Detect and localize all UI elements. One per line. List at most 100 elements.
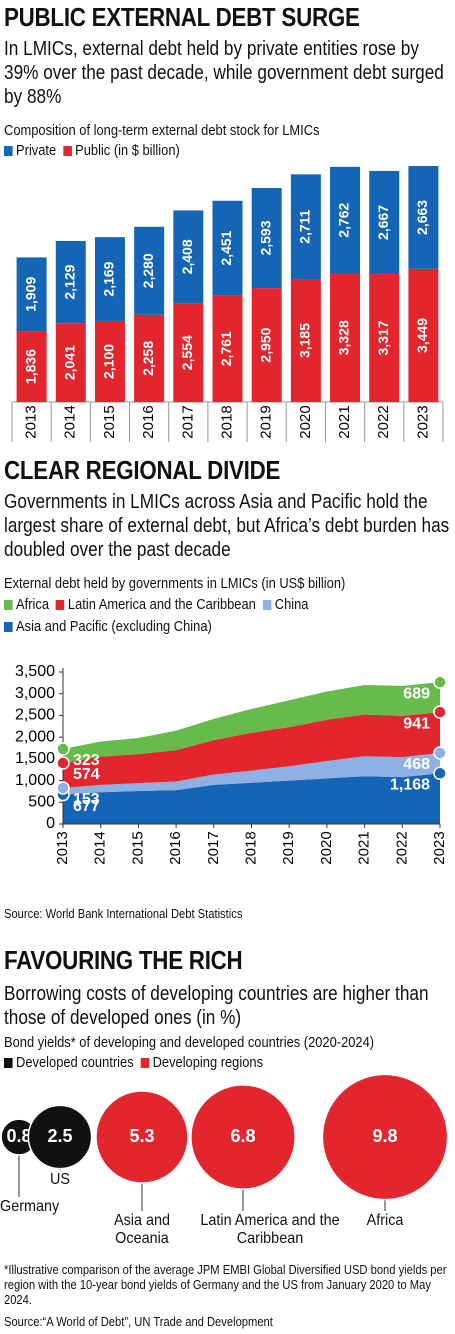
legend-item: Developed countries [4,1052,134,1074]
x-tick-label: 2023 [431,831,448,864]
footnote: *Illustrative comparison of the average … [4,1262,447,1307]
bar [330,273,361,402]
bubble [321,1073,449,1201]
value-label: 2,554 [179,335,195,370]
value-label: 3,449 [414,318,430,353]
value-label: 2,280 [140,253,156,288]
bar [408,166,439,269]
value-label: 323 [73,752,100,769]
x-tick-label: 2020 [297,405,314,438]
legend-swatch [140,1058,150,1068]
source: Source: World Bank International Debt St… [4,906,243,921]
x-tick-label: 2018 [218,405,235,438]
area [63,773,440,824]
legend-label: Public (in $ billion) [75,142,180,159]
bubble [190,1084,296,1190]
chart-title: CLEAR REGIONAL DIVIDE [4,455,281,485]
chart: 1,836 1,909 2013 2,041 2,129 2014 2,100 2,169 20… [11,166,444,442]
chart-title: FAVOURING THE RICH [4,945,243,975]
x-tick-label: 2022 [393,831,410,864]
value-label: 2,169 [101,261,117,296]
value-label: 2,711 [297,209,313,243]
bar [251,187,282,289]
bar [369,273,400,402]
bar [134,314,165,402]
x-tick-label: 2021 [356,831,373,864]
value-label: 3,185 [297,323,313,358]
value-label: 2,408 [179,239,195,274]
value-label: 2,762 [336,202,352,237]
bar [212,200,243,296]
legend-item: Private [4,140,56,162]
value-label: 153 [73,791,100,808]
chart-subtitle: In LMICs, external debt held by private … [4,38,444,108]
x-tick-label: 2017 [179,405,196,438]
chart: 0.8 2.5 5.3 6.8 9.8 [0,1073,449,1211]
x-tick-label: 2014 [92,831,109,864]
point [56,781,70,795]
point [433,675,447,689]
value-label: 1,836 [22,349,38,384]
x-tick-label: 2014 [62,405,79,438]
x-tick-label: 2013 [54,831,71,864]
bubble [27,1104,93,1170]
bar [212,295,243,402]
y-tick-label: 2,500 [15,707,55,724]
chart-caption: External debt held by governments in LMI… [4,575,346,592]
point [433,705,447,719]
legend-swatch [4,600,13,610]
x-tick-label: 2015 [129,831,146,864]
x-tick-label: 2015 [101,405,118,438]
bubble-label: Africa [366,1212,404,1229]
legend-swatch [4,622,13,632]
value-label: 2.5 [47,1126,72,1146]
value-label: 2,593 [257,220,273,255]
x-tick-label: 2023 [414,405,431,438]
legend-swatch [262,600,272,610]
bar [55,323,86,402]
x-tick-label: 2019 [280,831,297,864]
bubble-label: Latin America and the Caribbean [200,1212,340,1247]
x-tick-label: 2017 [205,831,222,864]
bar [369,170,400,274]
value-label: 3,328 [336,320,352,355]
legend-swatch [55,600,65,610]
x-tick-label: 2018 [242,831,259,864]
value-label: 677 [73,798,100,815]
y-tick-label: 0 [46,815,55,832]
bubble-label: Asia and Oceania [113,1212,171,1247]
chart-caption: Bond yields* of developing and developed… [4,1034,375,1051]
legend-label: Africa [16,596,50,613]
value-label: 2,761 [218,331,234,366]
value-label: 5.3 [129,1126,154,1146]
bubble [95,1090,189,1184]
point [56,742,70,756]
chart-caption: Composition of long-term external debt s… [4,122,320,139]
chart-title: PUBLIC EXTERNAL DEBT SURGE [4,2,360,32]
value-label: 1,909 [22,277,38,312]
bar [16,257,47,332]
area [63,712,440,788]
bar [290,174,321,280]
bar [16,331,47,402]
legend-label: Latin America and the Caribbean [67,596,256,613]
value-label: 2,100 [101,344,117,379]
value-label: 3,317 [375,320,391,355]
x-tick-label: 2022 [375,405,392,438]
value-label: 2,667 [375,205,391,240]
value-label: 2,950 [257,327,273,362]
bar [94,320,125,402]
legend-swatch [4,1058,13,1068]
legend-item: China [262,594,308,616]
bar [173,303,204,402]
y-tick-label: 3,000 [15,685,55,702]
legend-label: Private [16,142,57,159]
y-tick-label: 1,500 [15,750,55,767]
x-tick-label: 2019 [258,405,275,438]
value-label: 0.8 [6,1126,31,1146]
y-tick-label: 3,500 [15,663,55,680]
x-tick-label: 2020 [318,831,335,864]
y-tick-label: 2,000 [15,728,55,745]
point [433,746,447,760]
